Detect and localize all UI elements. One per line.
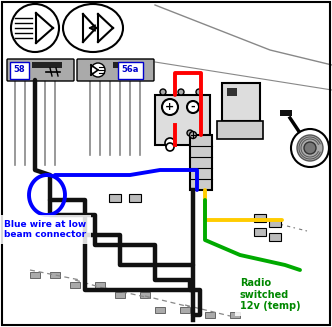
Circle shape (162, 99, 178, 115)
Bar (70, 282, 80, 288)
Bar (230, 312, 240, 318)
Bar (254, 214, 266, 222)
Circle shape (187, 130, 193, 136)
Circle shape (166, 143, 174, 151)
FancyBboxPatch shape (118, 61, 142, 78)
Circle shape (196, 89, 202, 95)
Bar (32, 62, 62, 68)
Bar (113, 62, 118, 68)
Bar (180, 307, 190, 313)
Bar (227, 88, 237, 96)
Bar (254, 228, 266, 236)
Text: 58: 58 (13, 65, 25, 75)
Bar (109, 194, 121, 202)
Bar (155, 95, 210, 145)
Circle shape (91, 63, 105, 77)
FancyBboxPatch shape (77, 59, 154, 81)
Circle shape (291, 129, 329, 167)
Circle shape (11, 4, 59, 52)
Bar (129, 194, 141, 202)
Text: 56a: 56a (121, 65, 139, 75)
Bar (269, 233, 281, 241)
Text: +: + (165, 102, 175, 112)
Bar (30, 272, 40, 278)
Bar (269, 219, 281, 227)
Text: -: - (191, 102, 195, 112)
Circle shape (178, 89, 184, 95)
Bar (217, 121, 263, 139)
Bar (50, 272, 60, 278)
Bar (140, 292, 150, 298)
Circle shape (304, 142, 316, 154)
Circle shape (297, 135, 323, 161)
Bar (205, 312, 215, 318)
Circle shape (160, 89, 166, 95)
Text: Radio
switched
12v (temp): Radio switched 12v (temp) (240, 278, 300, 311)
Circle shape (190, 131, 197, 139)
Ellipse shape (63, 4, 123, 52)
Bar (280, 110, 292, 116)
Bar (222, 83, 260, 121)
Circle shape (187, 101, 199, 113)
FancyBboxPatch shape (7, 59, 74, 81)
Circle shape (165, 138, 175, 148)
Bar (155, 307, 165, 313)
FancyBboxPatch shape (10, 61, 29, 78)
Bar (190, 135, 212, 190)
Bar (95, 282, 105, 288)
Bar (115, 292, 125, 298)
Text: Blue wire at low
beam connector: Blue wire at low beam connector (4, 220, 86, 239)
